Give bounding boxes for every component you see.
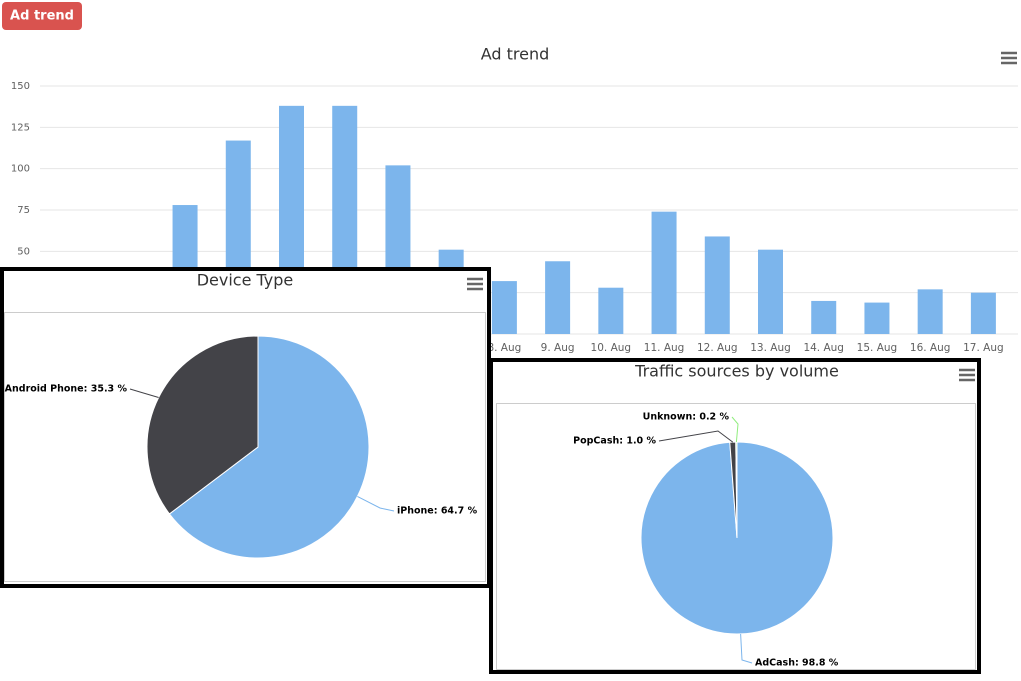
menu-icon[interactable] xyxy=(467,277,483,291)
chart-title: Device Type xyxy=(197,271,294,290)
data-label: Android Phone: 35.3 % xyxy=(5,384,128,395)
bar xyxy=(491,281,517,334)
chart-title: Ad trend xyxy=(481,45,550,64)
x-tick-label: 15. Aug xyxy=(857,342,898,354)
connector xyxy=(740,633,753,664)
bar xyxy=(598,287,624,334)
pie-slice xyxy=(735,441,738,539)
bar xyxy=(811,300,837,334)
bar xyxy=(704,236,730,334)
ad-trend-button[interactable]: Ad trend xyxy=(10,9,74,24)
x-tick-label: 8. Aug xyxy=(487,342,521,354)
connector xyxy=(658,430,734,443)
y-tick-label: 150 xyxy=(11,81,30,92)
y-tick-label: 75 xyxy=(17,205,30,216)
y-tick-label: 125 xyxy=(11,122,30,133)
x-tick-label: 11. Aug xyxy=(644,342,685,354)
x-tick-label: 13. Aug xyxy=(750,342,791,354)
y-tick-label: 50 xyxy=(17,246,30,257)
ad-trend-button-bg[interactable] xyxy=(2,2,82,30)
bar xyxy=(758,249,783,334)
bar xyxy=(651,211,677,334)
bar xyxy=(970,292,996,334)
connector xyxy=(731,416,739,443)
connector xyxy=(357,496,395,512)
x-tick-label: 10. Aug xyxy=(591,342,632,354)
data-label: PopCash: 1.0 % xyxy=(573,436,656,447)
pie-slice xyxy=(146,335,259,515)
x-tick-label: 12. Aug xyxy=(697,342,738,354)
chart-title: Traffic sources by volume xyxy=(634,362,839,381)
menu-icon[interactable] xyxy=(959,368,975,382)
pie-chart: AdCash: 98.8 % PopCash: 1.0 % Unknown: 0.2… xyxy=(573,412,839,669)
data-label: iPhone: 64.7 % xyxy=(397,506,478,517)
menu-icon[interactable] xyxy=(1001,51,1017,65)
bar xyxy=(917,289,943,334)
bar xyxy=(864,302,890,334)
x-tick-label: 17. Aug xyxy=(963,342,1004,354)
bar xyxy=(545,261,571,334)
pie-chart: iPhone: 64.7 % Android Phone: 35.3 % xyxy=(5,335,478,559)
x-tick-label: 9. Aug xyxy=(541,342,575,354)
data-label: AdCash: 98.8 % xyxy=(755,658,839,669)
x-tick-label: 14. Aug xyxy=(803,342,844,354)
connector xyxy=(129,388,159,399)
x-tick-label: 16. Aug xyxy=(910,342,951,354)
data-label: Unknown: 0.2 % xyxy=(643,412,730,423)
y-tick-label: 100 xyxy=(11,164,30,175)
